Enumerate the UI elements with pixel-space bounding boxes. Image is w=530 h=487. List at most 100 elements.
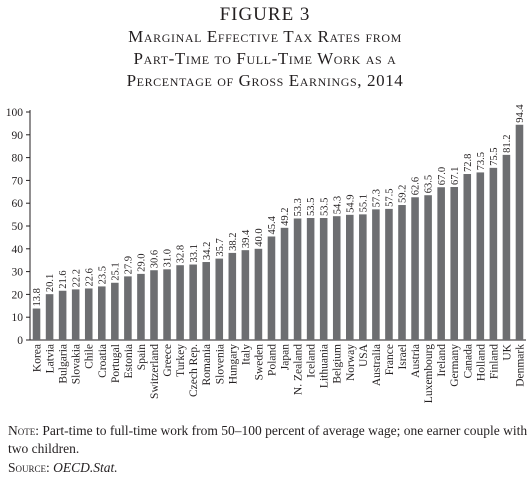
bar	[411, 197, 419, 340]
x-tick-label: Belgium	[332, 344, 344, 384]
bar-value-label: 31.0	[163, 249, 174, 267]
bar	[254, 248, 263, 340]
figure-label: FIGURE 3	[219, 4, 311, 25]
bar	[45, 294, 54, 340]
bar-value-label: 59.2	[398, 185, 409, 203]
bar-value-label: 30.6	[150, 250, 161, 268]
y-tick-label: 100	[6, 107, 24, 119]
x-tick-label: Israel	[397, 344, 409, 370]
figure-title-block: FIGURE 3 Marginal Effective Tax Rates fr…	[0, 4, 530, 92]
x-tick-label: USA	[358, 343, 370, 367]
bar-value-label: 55.1	[358, 194, 369, 212]
bar-value-label: 27.9	[123, 256, 134, 274]
y-tick-label: 60	[12, 198, 24, 210]
x-tick-label: Holland	[475, 344, 487, 381]
bar	[502, 154, 511, 340]
bar-value-label: 62.6	[411, 177, 422, 195]
bar-value-label: 39.4	[241, 229, 252, 248]
bar-chart: 0 10 20 30 40 50 60 70 80 90 100 13.8 Korea 20.1 Latvi…	[6, 104, 527, 404]
x-tick-label: Denmark	[514, 344, 526, 387]
x-tick-label: Austria	[410, 344, 422, 378]
bar	[202, 262, 210, 340]
bar	[293, 218, 302, 340]
bar-value-label: 40.0	[254, 228, 265, 246]
x-tick-label: Slovenia	[214, 344, 226, 384]
bar-value-label: 72.8	[463, 154, 474, 172]
bar	[424, 195, 432, 340]
figure-title-line-2: Part-Time to Full-Time Work as a	[133, 49, 397, 68]
x-tick-label: Bulgaria	[58, 344, 70, 384]
bar-value-label: 23.5	[97, 266, 108, 284]
chart-note: Note: Part-time to full-time work from 5…	[8, 422, 528, 458]
bar-value-label: 20.1	[45, 274, 56, 292]
x-tick-label: Finland	[488, 344, 500, 379]
bar	[71, 289, 80, 340]
bar	[84, 288, 93, 340]
bar-value-label: 54.3	[332, 196, 343, 214]
x-tick-label: Luxembourg	[423, 344, 435, 403]
y-tick-label: 10	[12, 312, 24, 324]
bar	[319, 218, 328, 340]
x-tick-label: Sweden	[253, 344, 265, 381]
bar-value-label: 13.8	[32, 288, 43, 306]
bar-value-label: 63.5	[424, 175, 435, 193]
bar	[489, 167, 498, 340]
bar	[332, 216, 341, 340]
bar	[463, 174, 472, 340]
x-tick-label: Switzerland	[149, 344, 161, 399]
bar	[515, 124, 524, 340]
x-tick-label: Portugal	[110, 344, 122, 383]
x-tick-label: Ireland	[436, 344, 448, 377]
x-tick-label: Chile	[84, 344, 96, 369]
x-tick-label: Australia	[371, 344, 383, 386]
y-tick-label: 50	[12, 221, 24, 233]
bar	[228, 252, 237, 340]
bar	[346, 214, 354, 340]
x-tick-label: Czech Rep.	[188, 344, 200, 397]
bar	[163, 269, 171, 340]
chart-source: Source: OECD.Stat.	[8, 459, 118, 477]
bar	[385, 208, 393, 340]
y-tick-label: 0	[17, 335, 23, 347]
bar	[176, 265, 184, 340]
bar	[32, 308, 41, 340]
figure-title-line-1: Marginal Effective Tax Rates from	[128, 27, 402, 46]
y-tick-label: 80	[12, 153, 24, 165]
bar-value-label: 53.3	[293, 198, 304, 216]
bar	[58, 290, 67, 340]
bar-value-label: 21.6	[58, 270, 69, 288]
x-tick-label: Poland	[266, 344, 278, 376]
bar-value-label: 94.4	[515, 104, 526, 123]
bar-value-label: 29.0	[137, 254, 148, 272]
x-tick-label: Italy	[240, 344, 252, 365]
bar-value-label: 22.6	[84, 268, 95, 286]
x-tick-label: Hungary	[227, 344, 239, 384]
x-tick-label: Spain	[136, 344, 148, 370]
source-lead: Source:	[8, 460, 50, 475]
bar	[359, 214, 367, 340]
bar-value-label: 75.5	[489, 147, 500, 165]
x-tick-label: Norway	[345, 344, 357, 381]
bar-value-label: 35.7	[215, 238, 226, 256]
bar-value-label: 49.2	[280, 207, 291, 225]
bar	[137, 273, 145, 340]
bar-value-label: 34.2	[202, 242, 213, 260]
x-tick-label: Latvia	[45, 344, 57, 373]
x-tick-label: Romania	[201, 344, 213, 386]
bar-value-label: 38.2	[228, 233, 239, 251]
bar	[98, 286, 106, 340]
bar	[450, 187, 458, 340]
y-tick-label: 40	[12, 244, 24, 256]
y-tick-label: 20	[12, 289, 24, 301]
bar-value-label: 67.1	[450, 167, 461, 185]
note-lead: Note:	[8, 423, 39, 438]
bar	[124, 276, 132, 340]
x-tick-label: N. Zealand	[293, 344, 305, 395]
bar-value-label: 53.5	[306, 198, 317, 216]
x-tick-label: Canada	[462, 344, 474, 378]
x-tick-label: Iceland	[306, 344, 318, 378]
bar	[280, 227, 289, 340]
bar-value-label: 57.5	[385, 189, 396, 207]
x-tick-label: Greece	[162, 344, 174, 377]
bar-value-label: 81.2	[502, 134, 513, 152]
